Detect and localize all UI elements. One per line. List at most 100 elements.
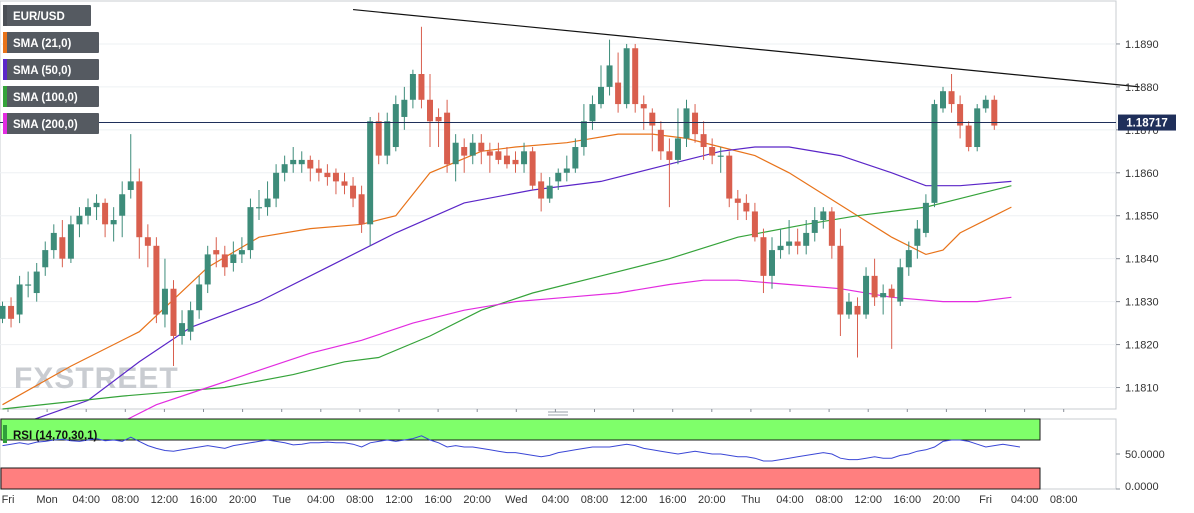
legend-label: SMA (21,0) bbox=[13, 38, 72, 50]
legend-item[interactable]: SMA (100,0) bbox=[3, 86, 99, 107]
candle-body bbox=[623, 48, 630, 105]
candle bbox=[127, 134, 134, 199]
rsi-legend-item[interactable]: RSI (14,70,30,1) bbox=[3, 425, 98, 443]
candle bbox=[221, 245, 228, 276]
candle bbox=[700, 121, 707, 160]
time-tick-label: 16:00 bbox=[424, 494, 452, 506]
candle-body bbox=[632, 48, 639, 105]
candle-body bbox=[110, 220, 117, 225]
time-tick-label: 12:00 bbox=[620, 494, 648, 506]
legend-box bbox=[3, 32, 99, 53]
candle bbox=[606, 39, 613, 96]
time-tick-label: 20:00 bbox=[933, 494, 961, 506]
candle bbox=[444, 99, 451, 173]
candle bbox=[538, 172, 545, 212]
sma-line bbox=[2, 133, 1012, 406]
candle bbox=[717, 147, 724, 173]
candle-body bbox=[871, 275, 878, 298]
candle-body bbox=[367, 121, 374, 225]
candle bbox=[93, 194, 100, 221]
rsi-legend-label: RSI (14,70,30,1) bbox=[13, 430, 98, 442]
candle-body bbox=[546, 185, 553, 199]
legend-item[interactable]: SMA (200,0) bbox=[3, 113, 99, 134]
time-tick-label: Wed bbox=[505, 494, 527, 506]
candle-body bbox=[940, 91, 946, 109]
candle bbox=[33, 262, 40, 302]
candle-body bbox=[221, 254, 228, 268]
legend-item[interactable]: SMA (21,0) bbox=[3, 32, 99, 53]
candle-body bbox=[42, 250, 49, 268]
candle-body bbox=[751, 211, 758, 238]
candle-body bbox=[59, 237, 66, 259]
candle-body bbox=[33, 271, 40, 294]
candle-body bbox=[350, 185, 357, 199]
candle bbox=[623, 43, 630, 109]
candle-body bbox=[563, 168, 570, 173]
candle-body bbox=[828, 211, 835, 246]
candle bbox=[974, 104, 981, 152]
trendline-line bbox=[352, 8, 1140, 88]
candle-body bbox=[811, 220, 818, 233]
candle bbox=[281, 155, 288, 182]
price-tick-label: 1.1850 bbox=[1125, 211, 1159, 223]
candle bbox=[85, 198, 91, 225]
candle bbox=[863, 267, 870, 319]
legend-swatch bbox=[3, 5, 7, 26]
candle-body bbox=[76, 215, 83, 225]
time-tick-label: 04:00 bbox=[542, 494, 570, 506]
price-pane[interactable] bbox=[0, 0, 1117, 410]
price-tick-label: 1.1860 bbox=[1125, 168, 1159, 180]
candle-body bbox=[16, 284, 23, 315]
candle-body bbox=[572, 147, 579, 169]
candle bbox=[418, 26, 425, 109]
candle-body bbox=[965, 125, 972, 148]
candle bbox=[179, 310, 186, 345]
candle bbox=[290, 147, 297, 173]
candle-body bbox=[290, 159, 297, 165]
rsi-series-line bbox=[2, 435, 1021, 462]
candle bbox=[67, 215, 74, 263]
candle-body bbox=[666, 151, 673, 160]
candle bbox=[50, 224, 57, 259]
candle-body bbox=[418, 74, 425, 100]
fxstreet-watermark: FXSTREET bbox=[14, 362, 178, 395]
legend-item[interactable]: SMA (50,0) bbox=[3, 59, 99, 80]
legend-swatch bbox=[3, 86, 7, 107]
candle bbox=[341, 172, 348, 195]
candle-body bbox=[93, 202, 100, 208]
candle-body bbox=[144, 237, 151, 246]
candle bbox=[16, 275, 23, 324]
candle-body bbox=[897, 267, 904, 302]
candle bbox=[854, 297, 861, 358]
candle-body bbox=[786, 241, 793, 246]
time-tick-label: Fri bbox=[2, 494, 15, 506]
candle-body bbox=[734, 198, 741, 203]
time-tick-label: 08:00 bbox=[815, 494, 843, 506]
candle-body bbox=[683, 108, 690, 139]
candle-body bbox=[102, 202, 109, 225]
candles bbox=[0, 26, 998, 367]
candle-body bbox=[606, 65, 613, 87]
candle-body bbox=[905, 250, 912, 268]
candle bbox=[692, 104, 699, 143]
rsi-oversold-band bbox=[0, 467, 1041, 490]
candle bbox=[469, 134, 476, 165]
candle bbox=[153, 237, 160, 324]
candle-body bbox=[444, 112, 451, 165]
candle bbox=[845, 293, 852, 319]
candle bbox=[59, 220, 66, 268]
candle-body bbox=[469, 142, 476, 156]
current-price: 1.18717 bbox=[0, 114, 1176, 131]
time-tick-label: 12:00 bbox=[385, 494, 413, 506]
pane-resize-handle[interactable] bbox=[548, 411, 568, 416]
candle-body bbox=[264, 198, 271, 208]
candle-body bbox=[358, 194, 365, 225]
candle bbox=[478, 134, 485, 165]
legend-item[interactable]: EUR/USD bbox=[3, 5, 91, 26]
candle bbox=[888, 284, 895, 349]
trendline bbox=[352, 8, 1140, 88]
candle-body bbox=[196, 284, 203, 311]
legend-label: SMA (100,0) bbox=[13, 92, 78, 104]
time-tick-label: 20:00 bbox=[229, 494, 257, 506]
candle-body bbox=[503, 155, 510, 165]
